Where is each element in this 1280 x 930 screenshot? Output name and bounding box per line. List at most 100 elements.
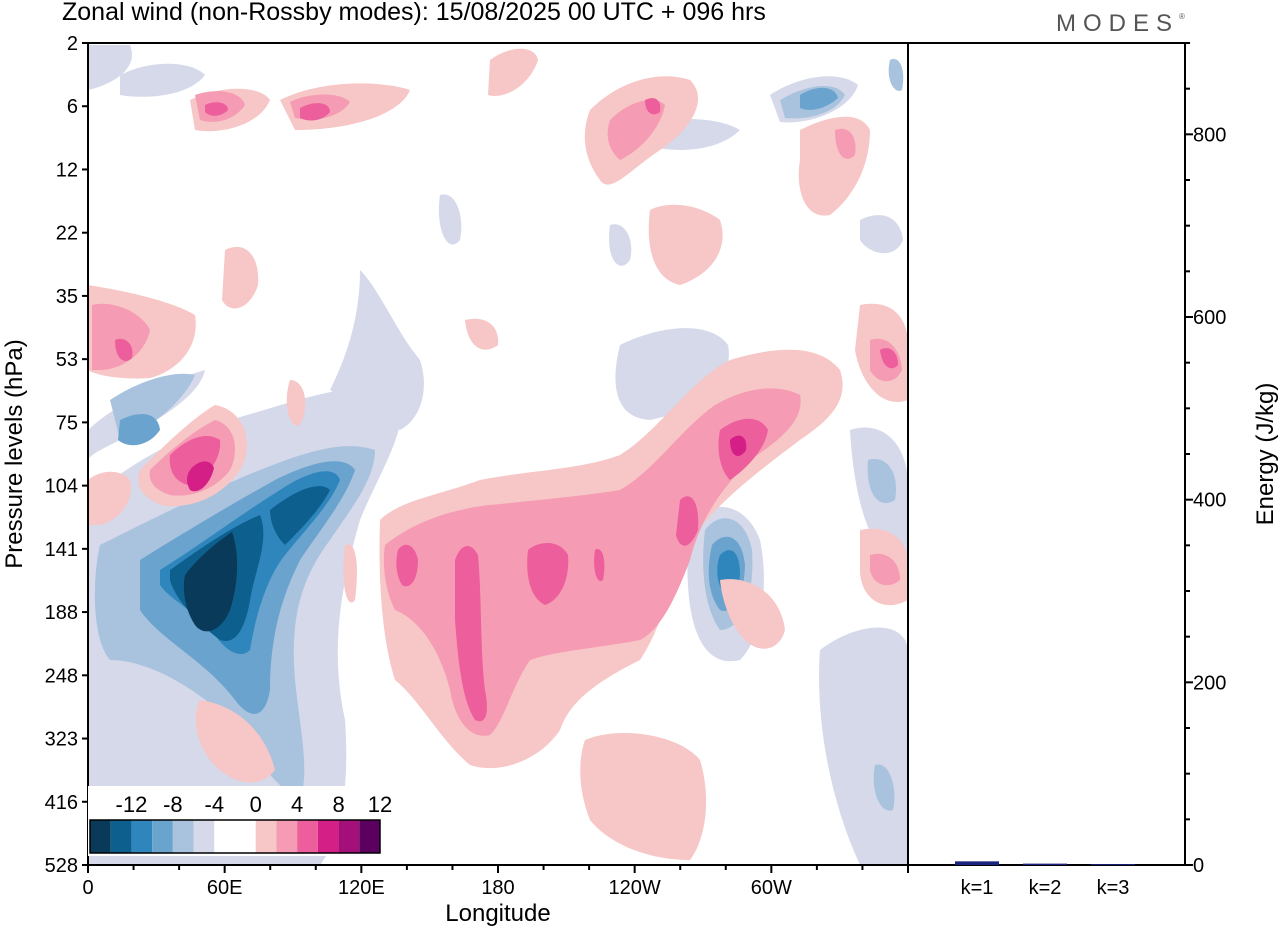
colorbar-label: -8 — [163, 792, 183, 817]
contour-neg2-c — [330, 270, 424, 430]
contour-neg12-core — [183, 532, 238, 632]
colorbar-swatch — [90, 820, 111, 853]
contour-neg2-l — [860, 215, 903, 254]
contour-pos8-b — [730, 435, 747, 456]
contour-level-pos-4 — [92, 91, 902, 736]
contour-pos2-j — [648, 204, 723, 285]
colorbar-swatch — [172, 820, 194, 853]
longitude-tick-label: 180 — [481, 877, 514, 899]
contour-pos4-a — [383, 388, 801, 736]
contour-neg4-d — [867, 459, 896, 504]
pressure-tick-label: 12 — [56, 159, 78, 181]
contour-pos6-j — [205, 102, 228, 116]
contour-pos2-n — [222, 246, 259, 309]
longitude-tick-label: 120E — [338, 877, 385, 899]
pressure-tick-label: 528 — [45, 855, 78, 877]
colorbar-label: 4 — [291, 792, 303, 817]
contour-pos2-b — [580, 732, 707, 860]
pressure-tick-label: 35 — [56, 286, 78, 308]
contour-neg10-b — [270, 486, 330, 545]
brand-text: MODES — [1056, 10, 1180, 37]
contour-pos2-q — [343, 544, 357, 603]
contour-pos4-f — [607, 100, 665, 160]
pressure-axis: 2 6 12 22 35 53 75 104 141 188 248 323 416 528 — [45, 33, 88, 877]
energy-bars: k=1 k=2 k=3 — [955, 861, 1135, 899]
colorbar-label: -12 — [116, 792, 148, 817]
contour-neg2-n — [438, 194, 462, 245]
colorbar-outline — [89, 819, 381, 854]
wind-contour-field — [88, 43, 908, 865]
contour-neg2-j — [120, 63, 205, 97]
pressure-tick-label: 53 — [56, 349, 78, 371]
chart-title: Zonal wind (non-Rossby modes): 15/08/202… — [62, 0, 766, 26]
contour-pos6-d — [594, 549, 605, 581]
colorbar-label: -4 — [205, 792, 225, 817]
contour-neg2-i — [88, 45, 132, 90]
colorbar-swatch — [193, 820, 215, 853]
pressure-tick-label: 141 — [45, 539, 78, 561]
contour-neg4-h — [888, 59, 904, 91]
energy-bar-k2 — [1023, 863, 1067, 865]
energy-bar-k1 — [955, 861, 999, 865]
brand-mark: ® — [1179, 12, 1185, 21]
contour-pos6-g — [169, 435, 221, 485]
bar-category-label: k=1 — [961, 877, 994, 899]
energy-tick-label: 800 — [1193, 124, 1226, 146]
contour-neg6-b — [118, 414, 160, 446]
pressure-tick-label: 75 — [56, 412, 78, 434]
colorbar-label: 0 — [250, 792, 262, 817]
colorbar-swatch — [359, 820, 380, 853]
colorbar-swatch — [235, 820, 256, 853]
contour-pos2-s — [286, 380, 306, 426]
contour-pos4-h — [870, 553, 900, 586]
pressure-tick-label: 323 — [45, 729, 78, 751]
contour-pos2-d — [88, 471, 131, 525]
longitude-tick-label: 0 — [82, 877, 93, 899]
longitude-tick-label: 120W — [609, 877, 661, 899]
pressure-tick-label: 104 — [45, 476, 78, 498]
contour-pos2-r — [720, 579, 785, 649]
contour-pos2-o — [195, 700, 275, 783]
contour-level-neg-12 — [183, 532, 238, 632]
colorbar-swatch — [110, 820, 132, 853]
contour-neg2-m — [609, 224, 632, 266]
colorbar-swatch — [297, 820, 318, 853]
contour-pos2-m — [488, 48, 538, 96]
contour-pos4-i — [835, 128, 856, 159]
longitude-tick-label: 60W — [751, 877, 792, 899]
longitude-tick-label: 60E — [207, 877, 243, 899]
contour-pos6-e — [676, 496, 699, 546]
contour-pos6-k — [645, 98, 661, 115]
bar-category-label: k=3 — [1097, 877, 1130, 899]
contour-pos6-b — [527, 543, 569, 605]
colorbar-swatch — [214, 820, 235, 853]
contour-pos4-c — [92, 303, 150, 370]
colorbar-swatch — [255, 820, 277, 853]
energy-tick-label: 600 — [1193, 307, 1226, 329]
colorbar-label: 8 — [332, 792, 344, 817]
pressure-tick-label: 2 — [67, 33, 78, 55]
contour-neg6-d — [800, 87, 838, 110]
colorbar-label: 12 — [368, 792, 392, 817]
modes-logo: MODES® — [1056, 10, 1185, 38]
colorbar-swatch — [152, 820, 173, 853]
contour-level-pos-8 — [187, 435, 747, 492]
colorbar-swatch — [338, 820, 360, 853]
contour-pos6-h — [115, 338, 133, 361]
energy-axis-ticks: 0 200 400 600 800 — [1185, 42, 1226, 877]
contour-pos6-l — [880, 348, 898, 369]
energy-tick-label: 200 — [1193, 672, 1226, 694]
colorbar-swatch — [276, 820, 298, 853]
contour-neg4-f — [873, 764, 895, 811]
energy-tick-label: 400 — [1193, 490, 1226, 512]
x-axis-title: Longitude — [445, 900, 550, 927]
pressure-tick-label: 6 — [67, 96, 78, 118]
contour-pos6-a — [455, 545, 487, 722]
bar-category-label: k=2 — [1029, 877, 1062, 899]
pressure-tick-label: 188 — [45, 602, 78, 624]
energy-axis-title: Energy (J/kg) — [1252, 383, 1279, 526]
pressure-tick-label: 416 — [45, 792, 78, 814]
contour-pos8-a — [187, 461, 214, 492]
y-axis-title: Pressure levels (hPa) — [1, 339, 28, 568]
